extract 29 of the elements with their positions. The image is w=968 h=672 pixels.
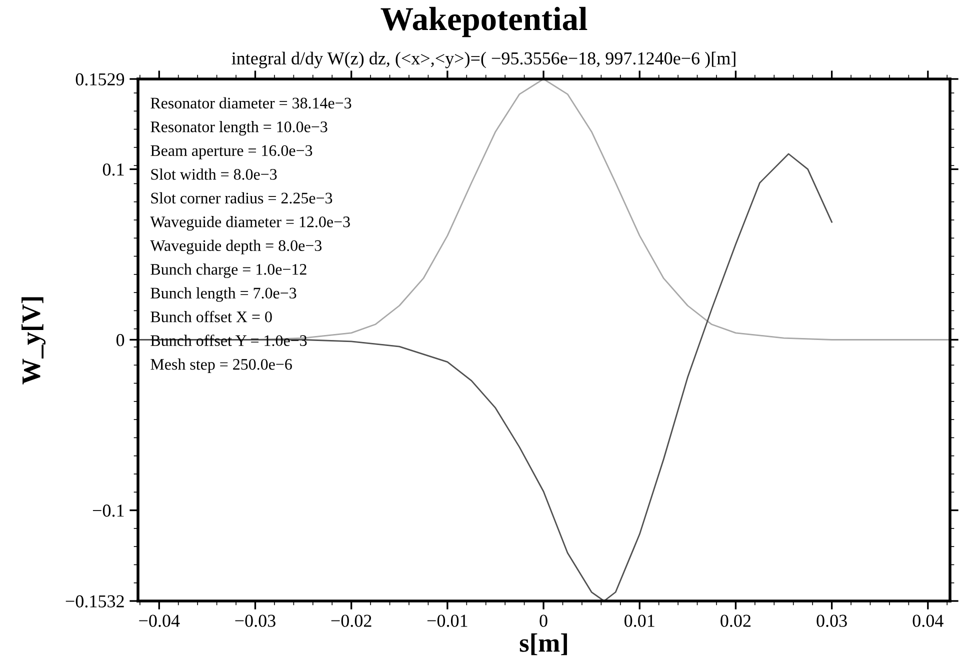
y-axis-title: W_y[V] [22,297,46,384]
x-tick-label: −0.03 [235,614,276,627]
x-tick-label: 0.01 [624,614,654,627]
annotation: Bunch length = 7.0e−3 [150,287,296,302]
y-tick-label: −0.1532 [66,595,124,608]
annotation: Resonator diameter = 38.14e−3 [150,97,352,109]
annotation: Resonator length = 10.0e−3 [150,121,328,136]
x-tick-label: −0.01 [427,614,468,627]
y-tick-label: −0.1 [92,504,124,517]
y-tick-label: 0.1 [102,163,124,176]
annotation: Slot corner radius = 2.25e−3 [151,192,332,204]
annotation: Slot width = 8.0e−3 [151,168,277,180]
x-tick-label: 0.03 [816,614,847,627]
x-tick-label: 0.04 [912,614,944,627]
x-tick-label: −0.04 [139,614,180,627]
y-tick-label: 0 [116,334,124,346]
x-tick-label: 0.02 [720,614,751,627]
chart-title: Wakepotential [380,6,588,38]
x-tick-label: 0 [540,614,548,627]
x-tick-label: −0.02 [331,614,372,627]
annotation: Waveguide diameter = 12.0e−3 [150,216,350,231]
annotation: Waveguide depth = 8.0e−3 [150,240,322,254]
annotation: Bunch offset X = 0 [150,310,272,322]
chart-subtitle: integral d/dy W(z) dz, (<x>,<y>)=( −95.3556e−18, 997.1240e−6 )[m] [232,52,736,68]
y-tick-label: 0.1529 [76,73,124,86]
annotation: Bunch charge = 1.0e−12 [150,264,306,278]
x-axis-title: s[m] [520,633,567,656]
annotation: Beam aperture = 16.0e−3 [150,145,312,160]
annotation: Mesh step = 250.0e−6 [150,358,292,374]
